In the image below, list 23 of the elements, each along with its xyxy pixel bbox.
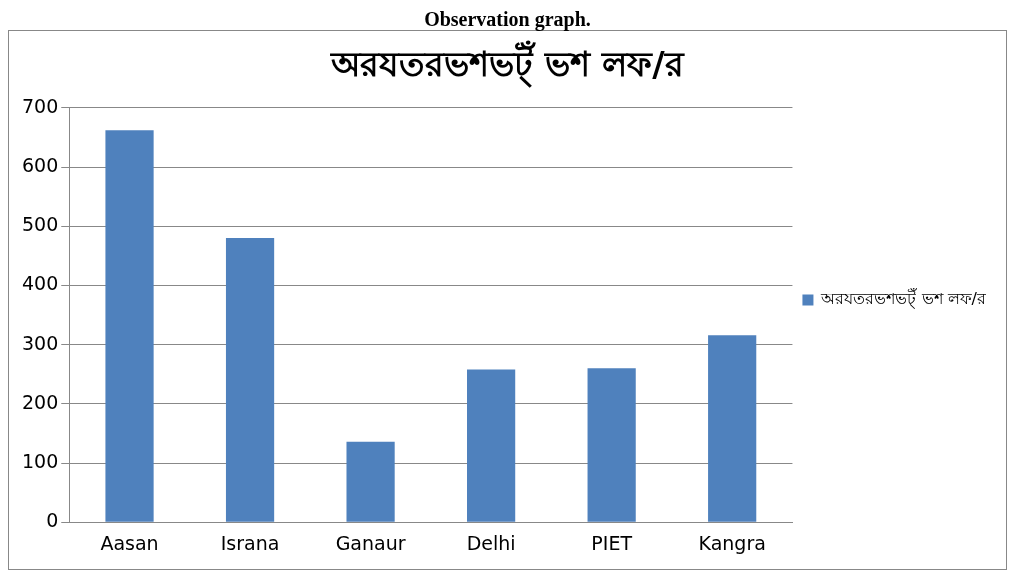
x-tick-label: Aasan [100,531,159,554]
text: Observation graph. [423,8,592,30]
x-tick-label: Israna [220,531,280,554]
y-tick-label: 700 [22,94,59,117]
bar [346,441,395,522]
y-tick-label: 0 [46,509,59,532]
bar [467,369,516,522]
bar [587,368,636,522]
x-tick-label: Ganaur [335,531,406,554]
x-tick-label: Delhi [466,531,516,554]
bar [708,335,757,522]
y-tick-label: 300 [22,331,59,354]
y-tick-label: 400 [22,272,59,295]
y-tick-label: 600 [22,153,59,176]
y-tick-label: 500 [22,213,59,236]
chart-title: অরযতরভশভট্ঁ ভশ লফ/র [330,40,685,89]
y-tick-label: 100 [22,449,59,472]
legend-label: অরযতরভশভট্ঁ ভশ লফ/র [820,288,987,310]
x-tick-label: Kangra [698,531,766,554]
x-tick-label: PIET [591,531,633,554]
bar [105,130,154,522]
bar [225,238,275,522]
y-tick-label: 200 [22,390,59,413]
